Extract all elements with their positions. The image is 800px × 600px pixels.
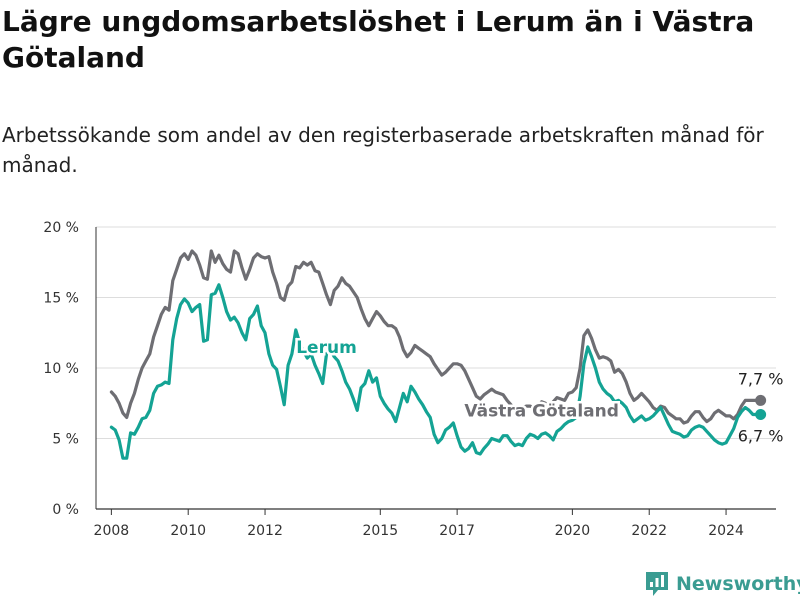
newsworthy-logo: Newsworthy xyxy=(644,568,800,600)
y-tick-label: 0 % xyxy=(52,502,79,518)
end-label-vg: 7,7 % xyxy=(738,369,784,388)
series-line-lerum xyxy=(109,283,759,460)
x-tick-label: 2022 xyxy=(631,523,667,539)
series-label-vg: Västra Götaland xyxy=(464,401,619,421)
axes: 0 % 5 % 10 % 15 % 20 % 2008 2010 2012 2015 2017 20… xyxy=(43,220,744,539)
end-point-vg xyxy=(755,394,767,406)
y-tick-label: 15 % xyxy=(43,291,79,307)
series-label-lerum: Lerum xyxy=(296,338,357,358)
series-line-vg xyxy=(109,249,759,425)
x-tick-label: 2008 xyxy=(94,523,130,539)
x-tick-label: 2010 xyxy=(170,523,206,539)
x-tick-label: 2012 xyxy=(247,523,283,539)
x-tick-label: 2024 xyxy=(708,523,744,539)
newsworthy-logo-icon xyxy=(646,572,668,596)
chart-title: Lägre ungdomsarbetslöshet i Lerum än i V… xyxy=(2,5,755,74)
x-tick-label: 2015 xyxy=(362,523,398,539)
end-label-lerum: 6,7 % xyxy=(738,427,784,446)
chart-subtitle: Arbetssökande som andel av den registerb… xyxy=(2,123,764,177)
chart-labels: Västra Götaland Lerum 7,7 % 6,7 % xyxy=(294,335,784,446)
x-tick-label: 2017 xyxy=(439,523,475,539)
x-tick-label: 2020 xyxy=(555,523,591,539)
series-lines xyxy=(109,249,759,460)
end-point-lerum xyxy=(755,409,767,421)
y-tick-label: 10 % xyxy=(43,361,79,377)
brand-name: Newsworthy xyxy=(676,573,800,595)
y-tick-label: 5 % xyxy=(52,432,79,448)
y-tick-label: 20 % xyxy=(43,220,79,236)
